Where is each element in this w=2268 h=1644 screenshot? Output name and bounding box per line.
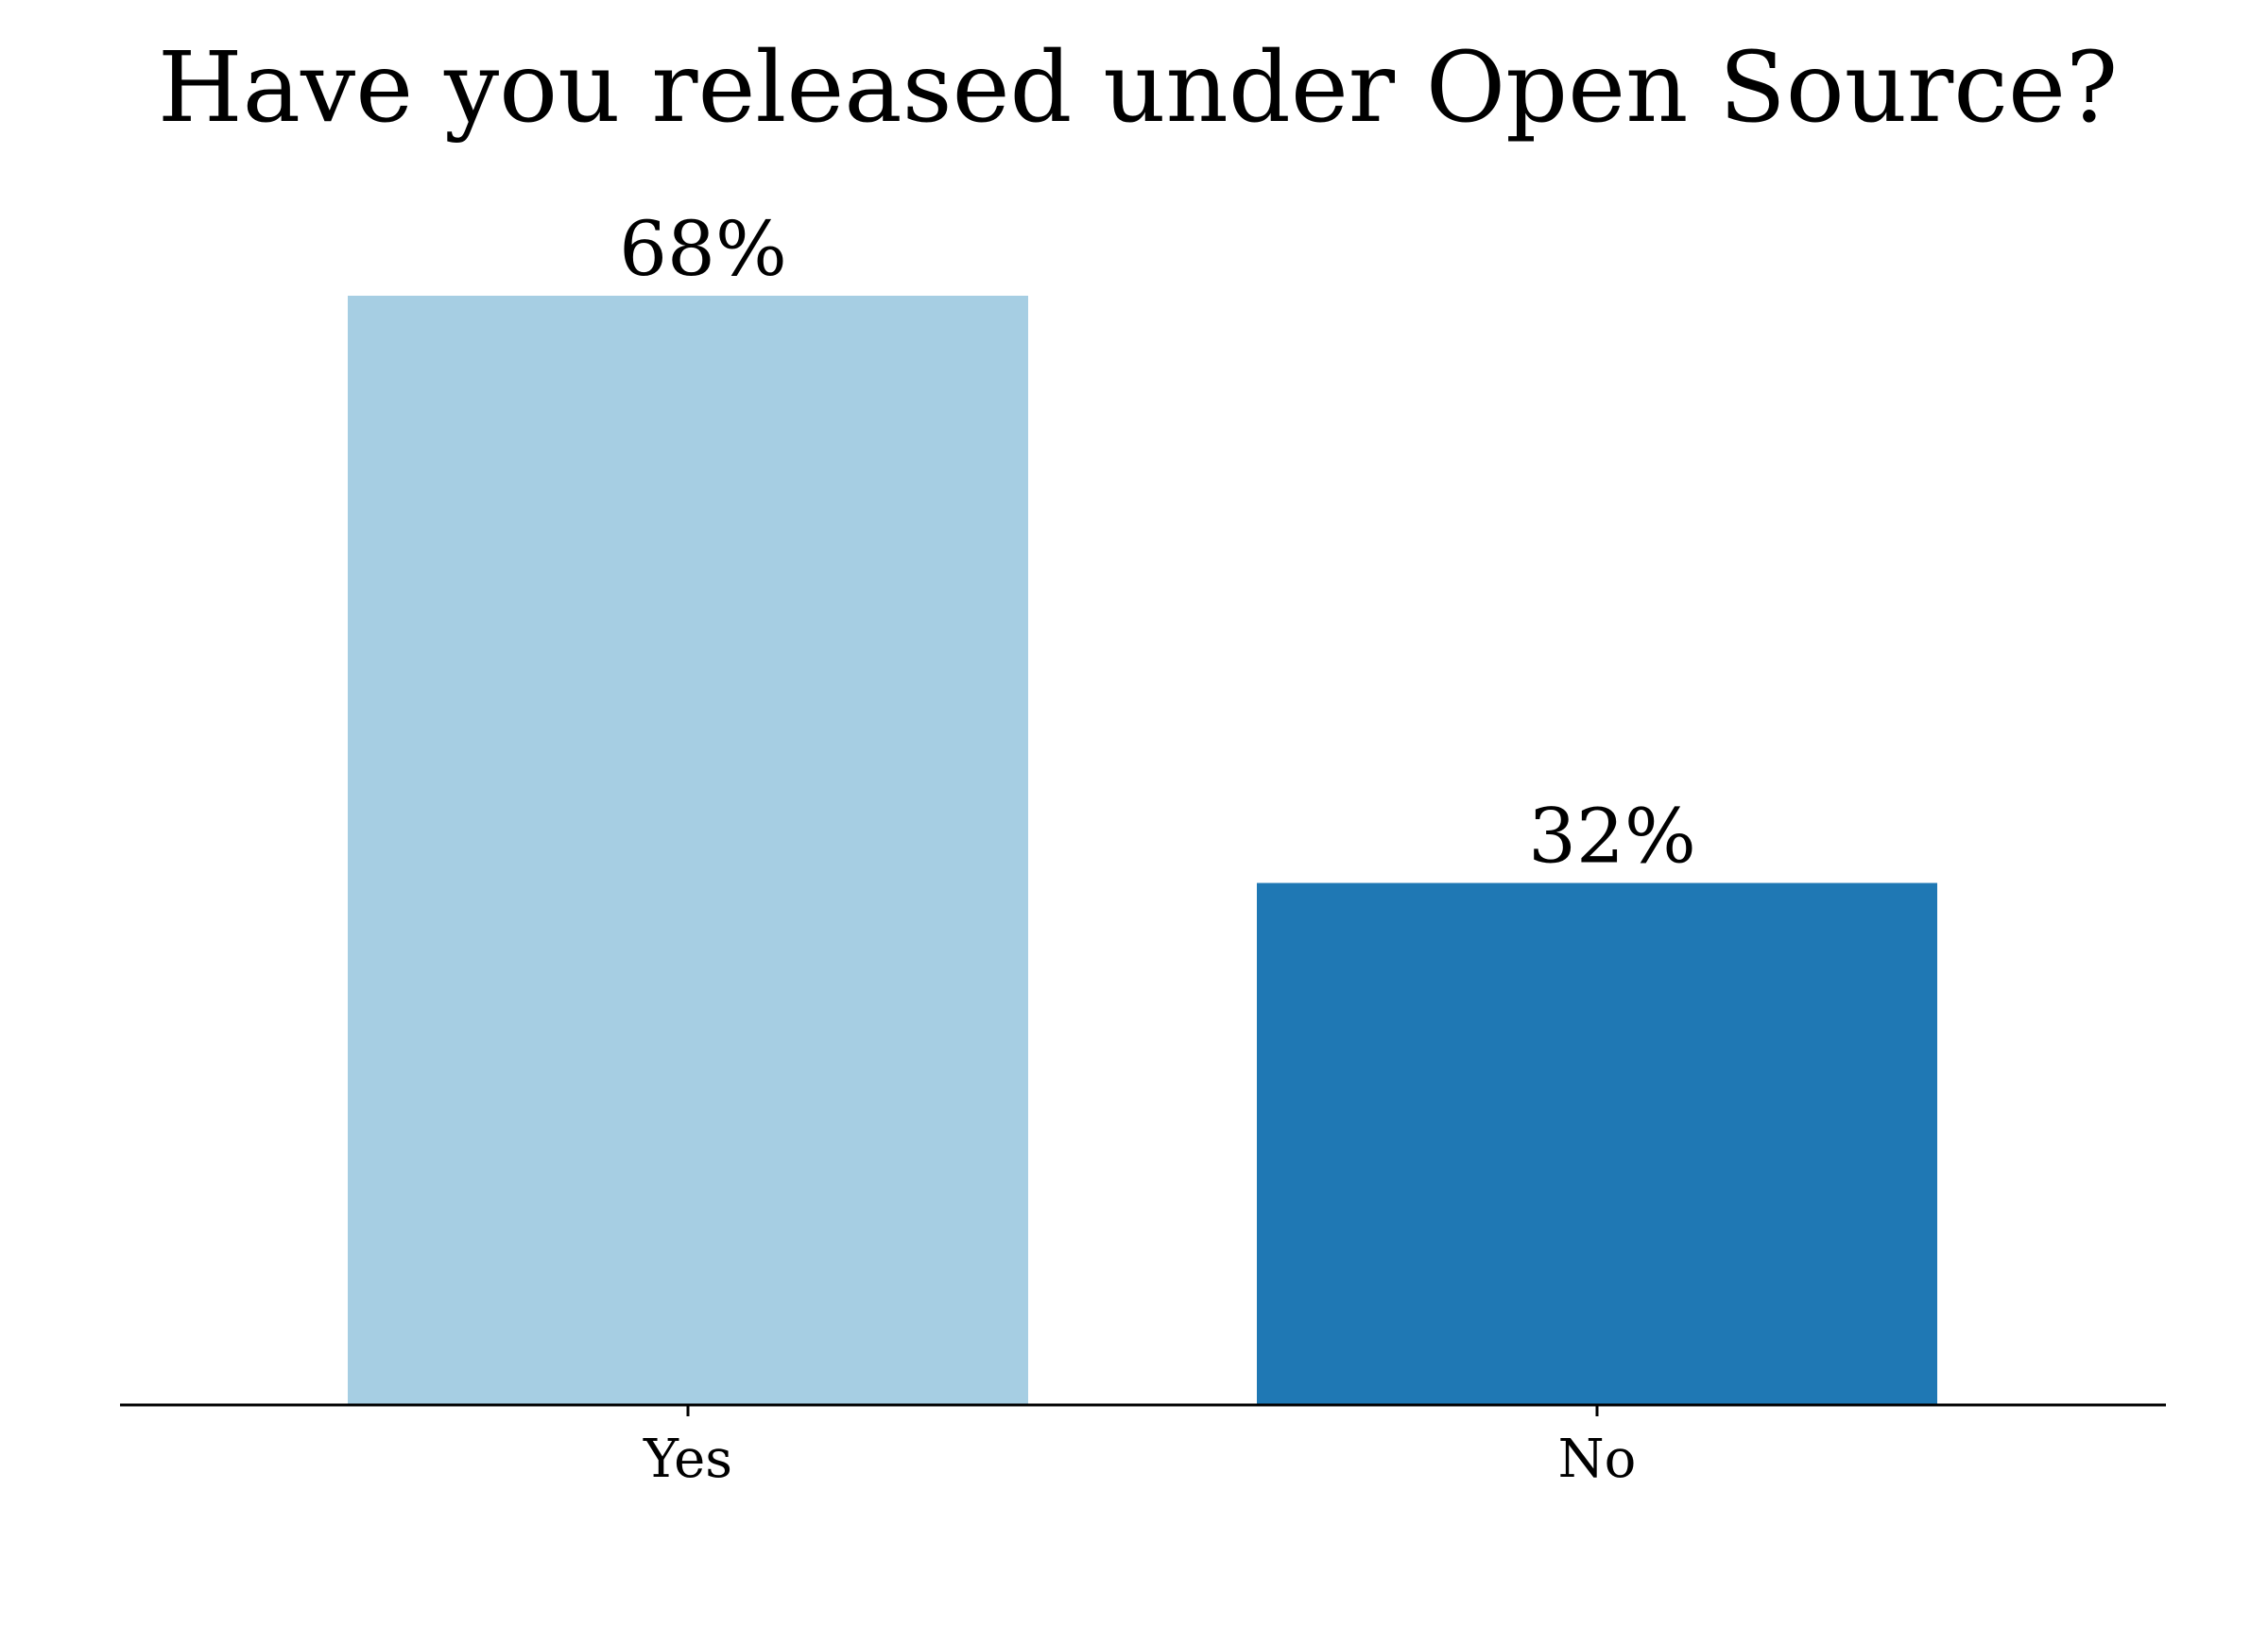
value-label-yes: 68%	[619, 205, 787, 293]
value-labels-group: 68% 32%	[619, 205, 1696, 881]
bars-group	[348, 296, 1937, 1405]
bar-yes	[348, 296, 1028, 1405]
value-label-no: 32%	[1528, 793, 1696, 881]
bar-no	[1257, 882, 1937, 1405]
x-tick-label-no: No	[1558, 1429, 1637, 1490]
chart-title: Have you released under Open Source?	[158, 31, 2118, 145]
x-tick-label-yes: Yes	[643, 1429, 732, 1490]
x-ticks-group: Yes No	[643, 1405, 1636, 1490]
